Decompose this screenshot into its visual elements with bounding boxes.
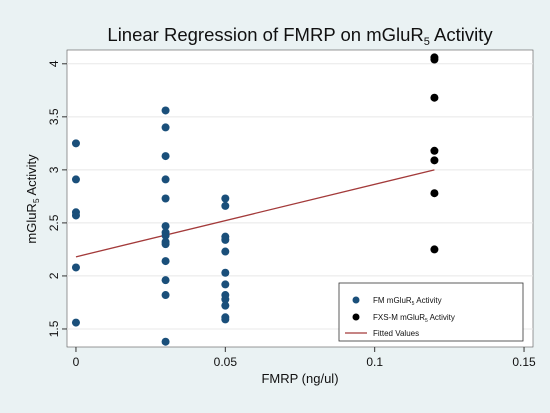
y-axis-label-subscript: 5 [31,198,41,203]
legend-entry-fm-subscript: 5 [412,301,415,307]
axes: 1.5 2 2.5 3 3.5 4 0 0.05 0.1 0.15 [47,60,536,369]
y-axis-label-tail: Activity [24,154,39,199]
x-tick-label: 0.05 [214,355,238,369]
legend: FM mGluR5 Activity FXS-M mGluR5 Activity… [338,282,524,342]
fm-data-point [71,175,80,184]
fm-data-point [221,201,230,210]
fitted-line-layer [75,169,435,258]
fxs-m-data-point [430,55,439,64]
legend-entry-fitted: Fitted Values [373,329,419,338]
legend-entry-fm-main: FM mGluR [373,296,412,305]
fm-data-point [221,268,230,277]
fm-data-point [161,337,170,346]
x-tick-label: 0.15 [512,355,536,369]
fm-data-point [221,235,230,244]
fm-data-point [161,240,170,249]
fm-data-point [71,318,80,327]
fm-data-point [161,222,170,231]
legend-entry-fxs: FXS-M mGluR5 Activity [373,313,455,324]
fm-data-point [71,211,80,220]
x-axis-label: FMRP (ng/ul) [261,371,338,386]
fm-data-point [221,301,230,310]
legend-entry-fm: FM mGluR5 Activity [373,296,442,307]
fxs-m-data-point [430,146,439,155]
points-layer [71,53,439,346]
fxs-m-data-point [430,245,439,254]
fxs-m-data-point [430,156,439,165]
legend-box [338,282,524,342]
fitted-line [75,169,435,258]
y-axis-label: mGluR5 Activity [24,154,41,244]
fm-data-point [221,280,230,289]
x-tick-label: 0 [73,355,80,369]
fm-data-point [161,152,170,161]
legend-key-fm-marker [352,296,360,304]
fm-data-point [221,315,230,324]
y-tick-label: 2 [47,272,61,279]
fm-data-point [161,123,170,132]
fxs-m-data-point [430,189,439,198]
fm-data-point [161,231,170,240]
chart-title-main: Linear Regression of FMRP on mGluR [107,24,423,45]
y-tick-label: 1.5 [47,320,61,337]
y-tick-label: 3.5 [47,108,61,125]
legend-entry-fm-tail: Activity [414,296,441,305]
legend-keys [345,296,367,334]
fm-data-point [221,247,230,256]
y-axis-label-main: mGluR [24,203,39,243]
fm-data-point [161,194,170,203]
fm-data-point [221,194,230,203]
y-tick-label: 3 [47,166,61,173]
y-tick-label: 4 [47,60,61,67]
chart-title: Linear Regression of FMRP on mGluR5 Acti… [107,24,493,48]
fxs-m-data-point [430,93,439,102]
fm-data-point [161,276,170,285]
fm-data-point [161,175,170,184]
fm-data-point [71,263,80,272]
chart-title-tail: Activity [430,24,493,45]
x-tick-label: 0.1 [366,355,383,369]
y-tick-label: 2.5 [47,214,61,231]
legend-entry-fxs-tail: Activity [428,313,455,322]
legend-entry-fxs-subscript: 5 [425,318,428,324]
fm-data-point [221,295,230,304]
fm-data-point [71,139,80,148]
fm-data-point [161,257,170,266]
fm-data-point [161,106,170,115]
legend-entry-fxs-main: FXS-M mGluR [373,313,425,322]
chart-title-subscript: 5 [424,36,430,48]
fm-data-point [161,291,170,300]
legend-key-fxs-marker [352,313,360,321]
